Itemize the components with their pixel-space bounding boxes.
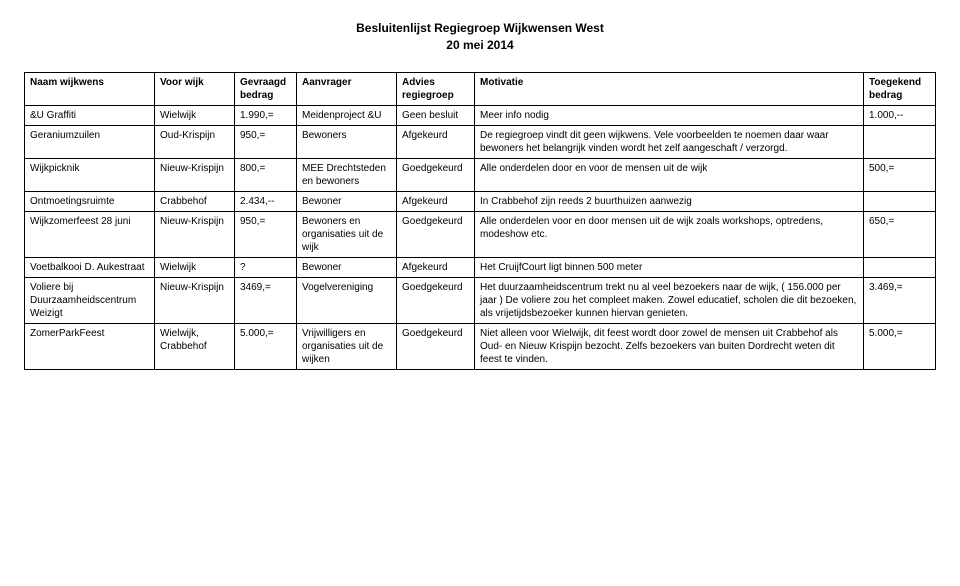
table-cell: Crabbehof: [155, 191, 235, 211]
table-cell: Nieuw-Krispijn: [155, 277, 235, 323]
table-cell: Wielwijk, Crabbehof: [155, 323, 235, 369]
table-row: Voliere bij Duurzaamheidscentrum Weizigt…: [25, 277, 936, 323]
table-cell: Afgekeurd: [397, 257, 475, 277]
table-cell: Nieuw-Krispijn: [155, 211, 235, 257]
table-cell: Goedgekeurd: [397, 211, 475, 257]
title-line2: 20 mei 2014: [446, 38, 513, 52]
table-cell: Oud-Krispijn: [155, 125, 235, 158]
table-cell: De regiegroep vindt dit geen wijkwens. V…: [475, 125, 864, 158]
table-cell: Bewoners: [297, 125, 397, 158]
col-header-wijk: Voor wijk: [155, 72, 235, 105]
table-cell: Goedgekeurd: [397, 323, 475, 369]
table-cell: Bewoners en organisaties uit de wijk: [297, 211, 397, 257]
table-row: &U GraffitiWielwijk1.990,=Meidenproject …: [25, 105, 936, 125]
table-cell: 3469,=: [235, 277, 297, 323]
table-header-row: Naam wijkwens Voor wijk Gevraagd bedrag …: [25, 72, 936, 105]
table-cell: Het CruijfCourt ligt binnen 500 meter: [475, 257, 864, 277]
col-header-name: Naam wijkwens: [25, 72, 155, 105]
table-cell: Bewoner: [297, 257, 397, 277]
col-header-toegekend: Toegekend bedrag: [864, 72, 936, 105]
table-cell: Alle onderdelen voor en door mensen uit …: [475, 211, 864, 257]
table-cell: ?: [235, 257, 297, 277]
table-cell: In Crabbehof zijn reeds 2 buurthuizen aa…: [475, 191, 864, 211]
table-cell: Vogelvereniging: [297, 277, 397, 323]
table-cell: Bewoner: [297, 191, 397, 211]
table-cell: Vrijwilligers en organisaties uit de wij…: [297, 323, 397, 369]
table-cell: MEE Drechtsteden en bewoners: [297, 158, 397, 191]
table-cell: 5.000,=: [235, 323, 297, 369]
table-cell: Goedgekeurd: [397, 277, 475, 323]
table-cell: Voetbalkooi D. Aukestraat: [25, 257, 155, 277]
table-cell: 650,=: [864, 211, 936, 257]
table-cell: Afgekeurd: [397, 191, 475, 211]
table-cell: 1.000,--: [864, 105, 936, 125]
table-cell: 950,=: [235, 211, 297, 257]
col-header-aanvrager: Aanvrager: [297, 72, 397, 105]
table-cell: [864, 125, 936, 158]
table-cell: Meidenproject &U: [297, 105, 397, 125]
table-cell: Alle onderdelen door en voor de mensen u…: [475, 158, 864, 191]
table-cell: Goedgekeurd: [397, 158, 475, 191]
table-cell: Wielwijk: [155, 105, 235, 125]
table-cell: Wijkpicknik: [25, 158, 155, 191]
table-cell: 2.434,--: [235, 191, 297, 211]
table-cell: [864, 191, 936, 211]
col-header-gevraagd: Gevraagd bedrag: [235, 72, 297, 105]
table-cell: 500,=: [864, 158, 936, 191]
table-cell: Meer info nodig: [475, 105, 864, 125]
table-cell: 800,=: [235, 158, 297, 191]
table-cell: [864, 257, 936, 277]
table-cell: Afgekeurd: [397, 125, 475, 158]
table-cell: &U Graffiti: [25, 105, 155, 125]
table-row: Voetbalkooi D. AukestraatWielwijk?Bewone…: [25, 257, 936, 277]
table-cell: Geraniumzuilen: [25, 125, 155, 158]
col-header-advies: Advies regiegroep: [397, 72, 475, 105]
decisions-table: Naam wijkwens Voor wijk Gevraagd bedrag …: [24, 72, 936, 370]
table-row: GeraniumzuilenOud-Krispijn950,=BewonersA…: [25, 125, 936, 158]
table-row: WijkpicknikNieuw-Krispijn800,=MEE Drecht…: [25, 158, 936, 191]
table-cell: 950,=: [235, 125, 297, 158]
col-header-motivatie: Motivatie: [475, 72, 864, 105]
title-line1: Besluitenlijst Regiegroep Wijkwensen Wes…: [356, 21, 604, 35]
table-row: OntmoetingsruimteCrabbehof2.434,--Bewone…: [25, 191, 936, 211]
table-cell: Voliere bij Duurzaamheidscentrum Weizigt: [25, 277, 155, 323]
table-cell: ZomerParkFeest: [25, 323, 155, 369]
table-cell: Wielwijk: [155, 257, 235, 277]
table-cell: 5.000,=: [864, 323, 936, 369]
table-body: &U GraffitiWielwijk1.990,=Meidenproject …: [25, 105, 936, 369]
table-cell: 3.469,=: [864, 277, 936, 323]
table-row: Wijkzomerfeest 28 juniNieuw-Krispijn950,…: [25, 211, 936, 257]
table-cell: Nieuw-Krispijn: [155, 158, 235, 191]
table-cell: Ontmoetingsruimte: [25, 191, 155, 211]
table-cell: Het duurzaamheidscentrum trekt nu al vee…: [475, 277, 864, 323]
table-cell: Wijkzomerfeest 28 juni: [25, 211, 155, 257]
table-row: ZomerParkFeestWielwijk, Crabbehof5.000,=…: [25, 323, 936, 369]
table-cell: Geen besluit: [397, 105, 475, 125]
page-title: Besluitenlijst Regiegroep Wijkwensen Wes…: [24, 20, 936, 54]
table-cell: 1.990,=: [235, 105, 297, 125]
table-cell: Niet alleen voor Wielwijk, dit feest wor…: [475, 323, 864, 369]
